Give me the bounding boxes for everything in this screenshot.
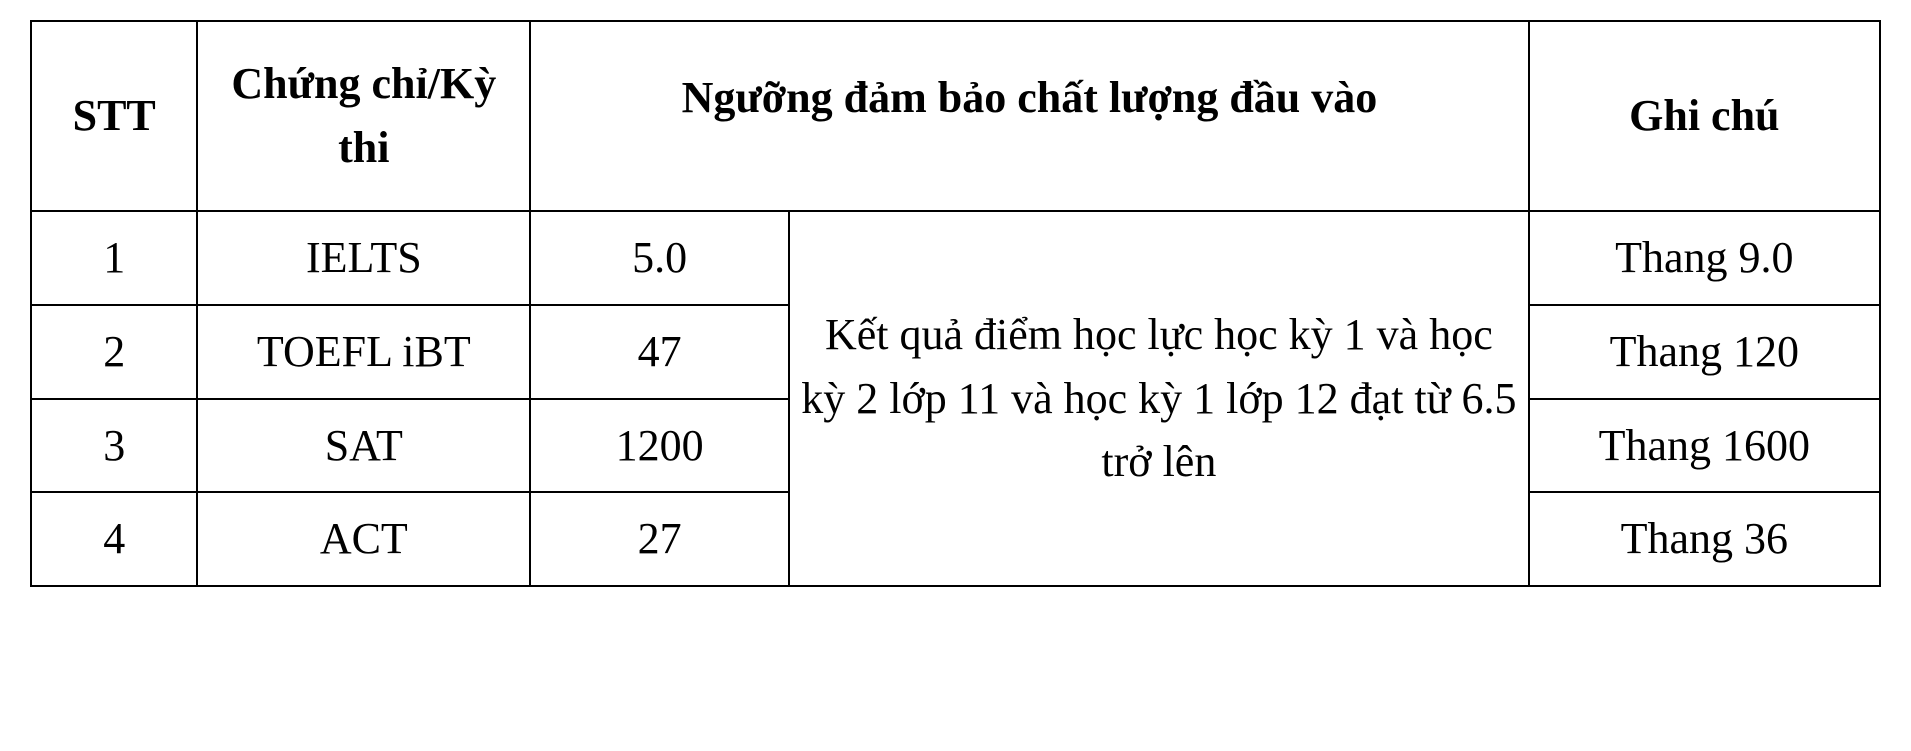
cell-note: Thang 120 xyxy=(1529,305,1880,399)
cell-score: 1200 xyxy=(530,399,789,493)
cell-note: Thang 9.0 xyxy=(1529,211,1880,305)
cell-shared-requirement: Kết quả điểm học lực học kỳ 1 và học kỳ … xyxy=(789,211,1529,586)
cell-score: 27 xyxy=(530,492,789,586)
col-header-note: Ghi chú xyxy=(1529,21,1880,211)
cell-stt: 1 xyxy=(31,211,197,305)
cell-note: Thang 36 xyxy=(1529,492,1880,586)
cell-cert: SAT xyxy=(197,399,530,493)
certificate-threshold-table: STT Chứng chỉ/Kỳ thi Ngưỡng đảm bảo chất… xyxy=(30,20,1881,587)
table-header: STT Chứng chỉ/Kỳ thi Ngưỡng đảm bảo chất… xyxy=(31,21,1880,211)
cell-cert: ACT xyxy=(197,492,530,586)
cell-cert: IELTS xyxy=(197,211,530,305)
col-header-cert: Chứng chỉ/Kỳ thi xyxy=(197,21,530,211)
col-header-threshold: Ngưỡng đảm bảo chất lượng đầu vào xyxy=(530,21,1528,211)
col-header-stt: STT xyxy=(31,21,197,211)
cell-stt: 3 xyxy=(31,399,197,493)
cell-stt: 2 xyxy=(31,305,197,399)
table-row: 1 IELTS 5.0 Kết quả điểm học lực học kỳ … xyxy=(31,211,1880,305)
cell-note: Thang 1600 xyxy=(1529,399,1880,493)
cell-score: 5.0 xyxy=(530,211,789,305)
cell-cert: TOEFL iBT xyxy=(197,305,530,399)
table-header-row: STT Chứng chỉ/Kỳ thi Ngưỡng đảm bảo chất… xyxy=(31,21,1880,211)
table-body: 1 IELTS 5.0 Kết quả điểm học lực học kỳ … xyxy=(31,211,1880,586)
cell-score: 47 xyxy=(530,305,789,399)
cell-stt: 4 xyxy=(31,492,197,586)
table-container: STT Chứng chỉ/Kỳ thi Ngưỡng đảm bảo chất… xyxy=(0,0,1911,751)
